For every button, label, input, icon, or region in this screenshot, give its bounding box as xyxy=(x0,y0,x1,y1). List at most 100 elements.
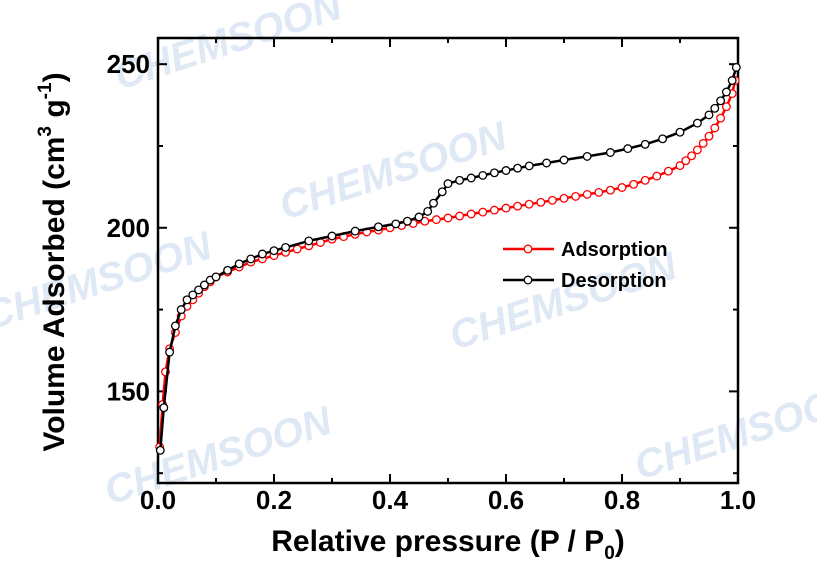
data-point-adsorption xyxy=(478,207,488,217)
data-point-desorption xyxy=(182,295,192,305)
data-point-adsorption xyxy=(605,185,615,195)
data-point-desorption xyxy=(246,254,256,264)
data-point-desorption xyxy=(176,305,186,315)
data-point-desorption xyxy=(402,216,412,226)
y-axis-title-main: Volume Adsorbed (cm xyxy=(38,137,71,452)
data-point-desorption xyxy=(489,168,499,178)
x-axis-title-main: Relative pressure (P / P xyxy=(271,525,604,558)
data-point-adsorption xyxy=(455,211,465,221)
data-point-adsorption xyxy=(663,166,673,176)
data-point-adsorption xyxy=(513,201,523,211)
legend-label-desorption: Desorption xyxy=(561,270,667,292)
data-point-desorption xyxy=(211,272,221,282)
axis-tick-labels: 0.0 0.2 0.4 0.6 0.8 1.0 150 200 250 xyxy=(107,49,756,515)
data-point-desorption xyxy=(710,103,720,113)
data-point-adsorption xyxy=(547,195,557,205)
watermark-5: CHEMSOON xyxy=(99,399,338,514)
data-point-adsorption xyxy=(420,216,430,226)
data-point-desorption xyxy=(281,242,291,252)
data-point-adsorption xyxy=(524,199,534,209)
x-tick-label: 0.2 xyxy=(256,485,292,515)
data-point-desorption xyxy=(640,139,650,149)
data-point-desorption xyxy=(692,118,702,128)
data-point-desorption xyxy=(188,290,198,300)
data-point-desorption xyxy=(373,222,383,232)
data-point-desorption xyxy=(391,219,401,229)
data-point-desorption xyxy=(501,166,511,175)
x-tick-label: 0.4 xyxy=(372,485,409,515)
y-tick-label: 150 xyxy=(107,376,150,406)
data-point-adsorption xyxy=(629,179,639,189)
data-point-desorption xyxy=(304,236,314,246)
y-axis-title-sup1: 3 xyxy=(35,126,56,137)
x-axis-title: Relative pressure (P / P0) xyxy=(271,525,625,564)
data-point-adsorption xyxy=(640,175,650,185)
data-point-desorption xyxy=(269,246,279,256)
data-point-desorption xyxy=(727,76,737,85)
data-point-desorption xyxy=(350,226,360,236)
data-point-desorption xyxy=(414,212,424,222)
data-point-adsorption xyxy=(687,151,697,161)
data-point-adsorption xyxy=(698,138,708,148)
data-point-adsorption xyxy=(652,171,662,181)
data-point-desorption xyxy=(257,249,267,259)
data-point-adsorption xyxy=(704,131,714,141)
data-point-desorption xyxy=(234,259,244,269)
data-point-desorption xyxy=(194,285,204,295)
data-point-desorption xyxy=(559,155,569,165)
data-point-adsorption xyxy=(489,205,499,215)
data-point-desorption xyxy=(731,62,741,72)
data-point-adsorption xyxy=(466,209,476,219)
data-point-desorption xyxy=(170,321,180,331)
data-point-adsorption xyxy=(716,113,726,123)
legend: Adsorption Desorption xyxy=(503,239,668,292)
data-point-adsorption xyxy=(443,213,453,223)
x-tick-label: 0.0 xyxy=(140,485,176,515)
data-point-desorption xyxy=(455,175,465,185)
data-point-adsorption xyxy=(675,161,685,171)
data-point-desorption xyxy=(155,445,165,455)
x-tick-label: 0.8 xyxy=(604,485,640,515)
data-point-desorption xyxy=(429,198,438,208)
data-point-desorption xyxy=(437,187,447,197)
data-point-desorption xyxy=(675,127,685,137)
data-point-adsorption xyxy=(721,102,731,112)
data-point-adsorption xyxy=(617,183,627,192)
y-axis-title: Volume Adsorbed (cm3 g-1) xyxy=(35,72,71,451)
legend-marker-desorption xyxy=(523,275,533,285)
data-point-desorption xyxy=(443,179,453,189)
data-point-adsorption xyxy=(582,189,592,199)
data-point-desorption xyxy=(658,134,668,144)
y-axis-title-mid: g xyxy=(38,99,71,126)
data-point-desorption xyxy=(716,96,726,106)
data-point-desorption xyxy=(199,280,209,290)
data-point-desorption xyxy=(478,170,488,180)
data-point-adsorption xyxy=(431,215,441,225)
series-layer xyxy=(155,62,741,455)
data-point-desorption xyxy=(704,110,714,120)
legend-marker-adsorption xyxy=(523,244,533,254)
data-point-desorption xyxy=(423,206,433,216)
y-axis-title-sup2: -1 xyxy=(35,82,56,99)
data-point-adsorption xyxy=(559,193,569,203)
data-point-desorption xyxy=(327,231,337,241)
data-point-desorption xyxy=(542,158,552,168)
x-tick-label: 0.6 xyxy=(488,485,524,515)
data-point-adsorption xyxy=(536,197,546,207)
data-point-adsorption xyxy=(710,123,720,133)
data-point-desorption xyxy=(623,144,633,154)
legend-label-adsorption: Adsorption xyxy=(561,239,668,261)
watermark-2: CHEMSOON xyxy=(274,114,513,229)
y-axis-title-end: ) xyxy=(38,72,71,82)
data-point-desorption xyxy=(165,347,175,357)
watermark-6: CHEMSOON xyxy=(629,374,817,489)
data-point-adsorption xyxy=(501,203,511,213)
data-point-adsorption xyxy=(571,191,581,201)
x-axis-title-end: ) xyxy=(615,525,625,558)
y-tick-label: 200 xyxy=(107,213,150,243)
y-tick-label: 250 xyxy=(107,49,150,79)
data-point-desorption xyxy=(721,87,731,97)
data-point-adsorption xyxy=(692,145,702,155)
x-axis-title-sub: 0 xyxy=(604,543,615,564)
